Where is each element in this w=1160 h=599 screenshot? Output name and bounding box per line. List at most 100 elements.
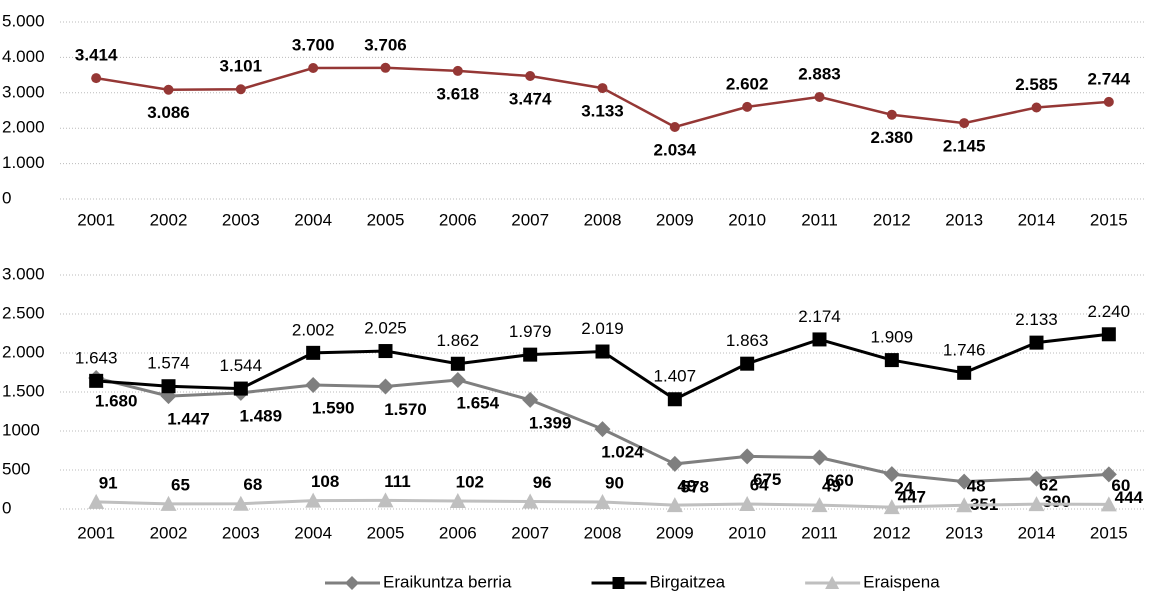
- marker: [452, 65, 463, 76]
- legend-item: Eraikuntza berria: [325, 572, 512, 591]
- marker: [812, 332, 827, 347]
- marker: [377, 492, 394, 508]
- marker: [308, 63, 319, 74]
- data-label: 447: [898, 488, 926, 507]
- x-tick-label: 2005: [367, 210, 405, 229]
- marker: [740, 356, 755, 371]
- data-label: 1.862: [437, 331, 480, 350]
- data-label: 2.174: [798, 307, 841, 326]
- x-tick-label: 2007: [511, 523, 549, 542]
- y-tick-label: 0: [2, 188, 11, 207]
- marker: [88, 493, 105, 509]
- data-label: 2.585: [1015, 75, 1058, 94]
- marker: [959, 118, 970, 129]
- data-label: 3.414: [75, 46, 118, 65]
- y-tick-label: 1.500: [2, 381, 45, 400]
- marker: [305, 376, 322, 393]
- marker: [345, 576, 359, 590]
- marker: [612, 577, 625, 589]
- data-label: 1.590: [312, 398, 355, 417]
- data-label: 64: [750, 475, 769, 494]
- x-tick-label: 2011: [801, 210, 838, 229]
- y-tick-label: 2.000: [2, 342, 45, 361]
- data-label: 2.602: [726, 74, 769, 93]
- marker: [956, 497, 973, 513]
- marker: [306, 345, 321, 360]
- marker: [957, 365, 972, 380]
- marker: [450, 356, 465, 371]
- y-tick-label: 500: [2, 459, 30, 478]
- x-tick-label: 2012: [873, 523, 911, 542]
- x-tick-label: 2001: [77, 210, 115, 229]
- data-label: 3.101: [220, 57, 263, 76]
- y-tick-label: 5.000: [2, 11, 45, 30]
- marker: [380, 62, 391, 73]
- marker: [739, 496, 756, 512]
- marker: [161, 379, 176, 394]
- marker: [378, 344, 393, 359]
- y-tick-label: 3.000: [2, 264, 45, 283]
- marker: [1029, 335, 1044, 350]
- marker: [1101, 327, 1116, 342]
- data-label: 108: [311, 472, 339, 491]
- marker: [160, 495, 177, 511]
- data-label: 49: [677, 477, 696, 496]
- data-label: 2.025: [364, 319, 407, 338]
- data-label: 675: [753, 470, 781, 489]
- x-tick-label: 2014: [1018, 523, 1056, 542]
- x-tick-label: 2014: [1018, 210, 1056, 229]
- data-label: 1.489: [240, 406, 283, 425]
- marker: [739, 448, 756, 465]
- marker: [232, 495, 249, 511]
- data-label: 2.034: [654, 140, 697, 159]
- x-tick-label: 2008: [584, 210, 622, 229]
- marker: [595, 344, 610, 359]
- data-label: 2.002: [292, 320, 335, 339]
- data-label: 1.024: [601, 443, 644, 462]
- data-label: 68: [243, 475, 262, 494]
- data-label: 3.706: [364, 35, 407, 54]
- marker: [377, 378, 394, 395]
- marker: [1031, 102, 1042, 113]
- data-label: 1.643: [75, 348, 118, 367]
- data-label: 3.618: [437, 84, 480, 103]
- data-label: 444: [1115, 488, 1144, 507]
- data-label: 1.654: [457, 393, 500, 412]
- marker: [594, 421, 611, 438]
- x-tick-label: 2003: [222, 523, 260, 542]
- marker: [811, 497, 828, 513]
- marker: [1100, 496, 1117, 512]
- x-tick-label: 2013: [945, 210, 983, 229]
- marker: [597, 83, 608, 94]
- marker: [1028, 496, 1045, 512]
- marker: [523, 347, 538, 362]
- data-label: 49: [822, 477, 841, 496]
- marker: [522, 493, 539, 509]
- marker: [449, 493, 466, 509]
- y-tick-label: 3.000: [2, 82, 45, 101]
- x-tick-label: 2013: [945, 523, 983, 542]
- y-tick-label: 2.000: [2, 118, 45, 137]
- x-tick-label: 2006: [439, 210, 477, 229]
- data-label: 111: [384, 472, 411, 491]
- x-tick-label: 2009: [656, 210, 694, 229]
- data-label: 91: [99, 473, 118, 492]
- x-tick-label: 2010: [728, 523, 766, 542]
- data-label: 2.133: [1015, 310, 1058, 329]
- marker: [666, 455, 683, 472]
- marker: [522, 391, 539, 408]
- data-label: 90: [605, 473, 624, 492]
- marker: [666, 497, 683, 513]
- data-label: 48: [967, 477, 986, 496]
- data-label: 578: [681, 477, 709, 496]
- y-tick-label: 1000: [2, 420, 40, 439]
- data-label: 96: [533, 473, 552, 492]
- data-label: 24: [894, 479, 913, 498]
- data-label: 62: [1039, 476, 1058, 495]
- data-label: 390: [1042, 492, 1070, 511]
- marker: [594, 493, 611, 509]
- legend-label: Eraispena: [863, 572, 940, 591]
- legend-item: Eraispena: [805, 572, 940, 591]
- data-label: 1.863: [726, 331, 769, 350]
